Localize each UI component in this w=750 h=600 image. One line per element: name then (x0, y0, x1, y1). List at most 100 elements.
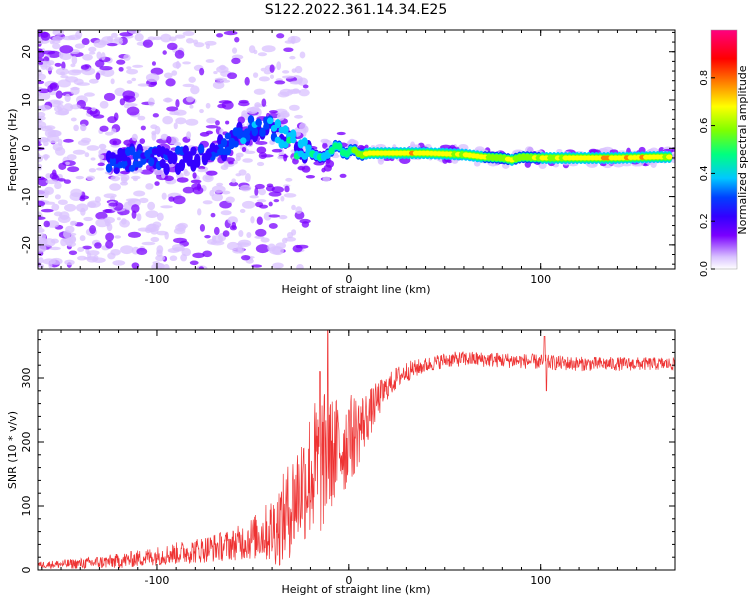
heatmap-noise-blob (188, 76, 196, 83)
heatmap-noise-blob (269, 64, 275, 73)
y-tick-label: 20 (20, 45, 33, 59)
heatmap-noise-blob (273, 199, 280, 203)
heatmap-noise-blob (263, 70, 272, 75)
heatmap-ridge-cell (301, 137, 308, 147)
heatmap-ridge-cell (117, 147, 124, 157)
snr-x-axis-label: Height of straight line (km) (281, 583, 430, 596)
heatmap-noise-blob (40, 208, 54, 213)
heatmap-noise-blob (173, 227, 186, 235)
heatmap-noise-blob (47, 85, 53, 93)
heatmap-noise-blob (268, 223, 278, 229)
heatmap-noise-blob (223, 30, 238, 36)
heatmap-noise-blob (244, 173, 251, 183)
heatmap-noise-blob (155, 266, 163, 269)
heatmap-noise-blob (42, 238, 56, 247)
heatmap-noise-blob (238, 101, 250, 107)
heatmap-noise-blob (281, 237, 288, 244)
heatmap-noise-blob (287, 89, 301, 95)
heatmap-noise-blob (226, 241, 240, 251)
y-tick-label: 10 (20, 93, 33, 107)
heatmap-halo-blob (183, 168, 188, 175)
heatmap-noise-blob (104, 208, 112, 213)
spectrogram-heatmap (38, 30, 675, 269)
spectrogram-x-axis-label: Height of straight line (km) (281, 283, 430, 296)
heatmap-noise-blob (63, 103, 74, 112)
heatmap-ridge-cell (224, 132, 232, 140)
heatmap-noise-blob (227, 216, 239, 225)
heatmap-noise-blob (116, 217, 121, 221)
heatmap-noise-blob (94, 59, 105, 68)
heatmap-noise-blob (105, 232, 114, 242)
heatmap-noise-blob (79, 235, 86, 242)
heatmap-halo-blob (110, 175, 121, 182)
heatmap-noise-blob (219, 64, 226, 71)
heatmap-noise-blob (73, 124, 79, 132)
colorbar: 0.0 0.2 0.4 0.6 0.8 Normalized spectral ampl… (699, 29, 749, 277)
heatmap-ridge-cell (182, 145, 189, 155)
heatmap-noise-blob (82, 106, 92, 110)
heatmap-noise-blob (61, 35, 76, 41)
heatmap-halo-blob (649, 147, 659, 154)
heatmap-noise-blob (212, 81, 225, 90)
heatmap-noise-blob (96, 51, 102, 60)
heatmap-halo-blob (131, 133, 138, 142)
heatmap-noise-blob (55, 67, 69, 76)
heatmap-noise-blob (75, 175, 84, 180)
heatmap-ridge-cell (666, 154, 673, 160)
heatmap-halo-blob (304, 125, 309, 133)
heatmap-noise-blob (51, 169, 57, 177)
heatmap-noise-blob (199, 223, 205, 232)
heatmap-noise-blob (276, 33, 285, 39)
colorbar-label: Normalized spectral amplitude (736, 65, 749, 234)
heatmap-noise-blob (49, 39, 55, 45)
heatmap-noise-blob (199, 67, 205, 76)
heatmap-noise-blob (169, 255, 178, 262)
heatmap-noise-blob (169, 111, 180, 116)
heatmap-noise-blob (38, 142, 42, 147)
heatmap-noise-blob (67, 166, 80, 173)
heatmap-noise-blob (114, 235, 122, 239)
heatmap-noise-blob (79, 123, 87, 132)
heatmap-noise-blob (72, 149, 86, 155)
colorbar-ticks: 0.0 0.2 0.4 0.6 0.8 (699, 70, 715, 277)
spectrogram-frame (37, 29, 676, 270)
heatmap-noise-blob (253, 49, 258, 55)
heatmap-noise-blob (83, 216, 94, 222)
heatmap-noise-blob (51, 203, 60, 211)
heatmap-noise-blob (116, 59, 126, 65)
heatmap-noise-blob (171, 70, 178, 76)
heatmap-noise-blob (269, 74, 275, 79)
heatmap-ridge-cell (236, 127, 243, 135)
heatmap-noise-blob (52, 143, 63, 152)
heatmap-noise-blob (301, 221, 310, 228)
snr-plot-area (38, 330, 675, 569)
x-tick-label: -100 (144, 574, 169, 587)
heatmap-noise-blob (260, 154, 274, 158)
heatmap-noise-blob (175, 99, 180, 108)
heatmap-noise-blob (52, 43, 61, 50)
heatmap-noise-blob (137, 115, 146, 121)
heatmap-noise-blob (134, 33, 144, 42)
heatmap-noise-blob (185, 37, 194, 44)
heatmap-noise-blob (112, 260, 126, 266)
heatmap-noise-blob (205, 124, 218, 129)
heatmap-noise-blob (156, 230, 168, 236)
colorbar-tick-label: 0.4 (699, 165, 710, 181)
heatmap-noise-blob (45, 179, 58, 185)
heatmap-halo-blob (241, 146, 247, 153)
heatmap-noise-blob (244, 76, 250, 86)
heatmap-noise-blob (100, 52, 106, 61)
heatmap-halo-blob (190, 179, 202, 184)
heatmap-noise-blob (256, 216, 263, 225)
heatmap-noise-blob (254, 187, 259, 196)
heatmap-noise-blob (156, 249, 163, 257)
heatmap-ridge-cell (282, 141, 289, 149)
heatmap-noise-blob (118, 67, 124, 72)
heatmap-noise-blob (38, 227, 45, 233)
heatmap-noise-blob (284, 236, 297, 242)
heatmap-halo-blob (220, 164, 229, 170)
heatmap-noise-blob (261, 45, 276, 53)
heatmap-noise-blob (87, 202, 97, 208)
heatmap-ridge-cell (263, 123, 270, 130)
heatmap-noise-blob (38, 88, 50, 94)
